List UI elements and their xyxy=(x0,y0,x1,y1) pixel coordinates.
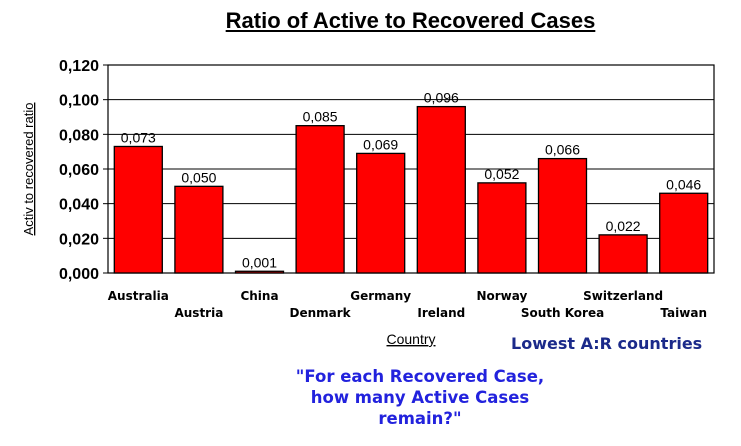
data-label: 0,085 xyxy=(303,109,338,125)
y-tick-label: 0,040 xyxy=(59,197,99,214)
data-label: 0,050 xyxy=(181,169,216,185)
countries-note: Lowest A:R countries xyxy=(511,334,703,353)
x-tick-label: Australia xyxy=(108,289,169,303)
x-axis-label: Country xyxy=(386,331,435,347)
x-tick-label: Denmark xyxy=(290,306,352,320)
y-tick-label: 0,020 xyxy=(59,231,99,248)
axes xyxy=(103,64,715,274)
bar xyxy=(659,192,709,274)
data-label: 0,052 xyxy=(484,166,519,182)
data-label: 0,022 xyxy=(606,218,641,234)
data-labels: 0,073 0,050 0,001 0,085 0,069 0,096 0,052 0,066… xyxy=(121,90,702,271)
bar xyxy=(537,157,588,274)
y-tick-labels: 0,000 0,020 0,040 0,060 0,080 0,100 0,120 xyxy=(59,58,99,283)
bar xyxy=(174,185,224,274)
y-axis-label: Activ to recovered ratio xyxy=(21,103,36,236)
bar xyxy=(598,234,648,274)
y-tick-label: 0,120 xyxy=(59,58,99,75)
bar xyxy=(477,182,527,274)
data-label: 0,073 xyxy=(121,129,156,145)
bar xyxy=(295,125,345,274)
bars xyxy=(113,105,709,274)
data-label: 0,001 xyxy=(242,254,277,270)
x-tick-label: China xyxy=(240,289,278,303)
bar xyxy=(234,270,285,274)
caption-line: remain?" xyxy=(378,409,462,428)
y-tick-label: 0,000 xyxy=(59,266,99,283)
x-tick-label: South Korea xyxy=(521,306,604,320)
data-label: 0,066 xyxy=(545,142,580,158)
caption: "For each Recovered Case, how many Activ… xyxy=(260,366,580,429)
bar xyxy=(113,145,163,274)
chart-title: Ratio of Active to Recovered Cases xyxy=(225,8,596,33)
x-tick-label: Germany xyxy=(350,289,411,303)
x-tick-label: Ireland xyxy=(417,306,465,320)
y-tick-label: 0,060 xyxy=(59,162,99,179)
caption-line: how many Active Cases xyxy=(310,388,530,407)
x-tick-label: Austria xyxy=(174,306,223,320)
x-tick-label: Taiwan xyxy=(660,306,707,320)
x-tick-label: Switzerland xyxy=(583,289,663,303)
x-tick-labels: Australia Austria China Denmark Germany Irela… xyxy=(108,289,707,320)
y-tick-label: 0,080 xyxy=(59,127,99,144)
plot-frame xyxy=(107,64,715,274)
data-label: 0,096 xyxy=(424,90,459,106)
data-label: 0,046 xyxy=(666,176,701,192)
caption-line: "For each Recovered Case, xyxy=(295,367,545,386)
bar xyxy=(416,105,466,274)
y-tick-label: 0,100 xyxy=(59,93,99,110)
data-label: 0,069 xyxy=(363,136,398,152)
x-tick-label: Norway xyxy=(476,289,527,303)
bar xyxy=(356,152,406,274)
